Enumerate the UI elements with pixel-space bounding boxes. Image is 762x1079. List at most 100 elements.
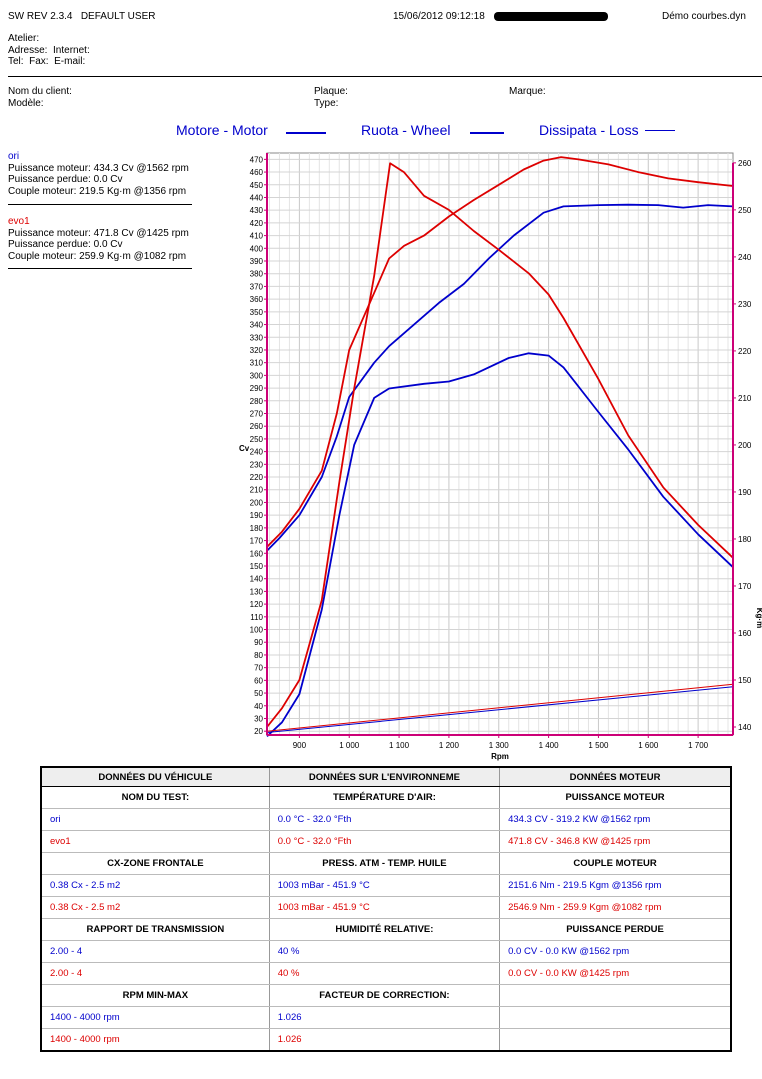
internet-label: Internet: <box>53 44 90 56</box>
legend-motor-line <box>286 132 326 134</box>
legend-motor: Motore - Motor <box>176 122 268 138</box>
y2-tick-label: 150 <box>738 676 752 685</box>
table-cell: 434.3 CV - 319.2 KW @1562 rpm <box>499 808 731 831</box>
run-torque: Couple moteur: 219.5 Kg·m @1356 rpm <box>8 185 187 197</box>
table-header-cell: DONNÉES SUR L'ENVIRONNEME <box>269 767 501 787</box>
y-tick-label: 110 <box>250 613 263 622</box>
y-tick-label: 180 <box>250 524 264 533</box>
y-tick-label: 340 <box>250 321 264 330</box>
series-ori-power <box>266 203 734 552</box>
table-row: 0.38 Cx - 2.5 m2 1003 mBar - 451.9 °C 2546… <box>41 896 731 919</box>
y-tick-label: 430 <box>250 206 264 215</box>
table-cell: 2546.9 Nm - 259.9 Kgm @1082 rpm <box>499 896 731 919</box>
plot-area <box>266 152 734 736</box>
file-name: Démo courbes.dyn <box>662 11 746 22</box>
table-row: 2.00 - 4 40 % 0.0 CV - 0.0 KW @1562 rpm <box>41 940 731 963</box>
table-header-cell: DONNÉES DU VÉHICULE <box>41 767 270 787</box>
y-tick-label: 150 <box>250 562 264 571</box>
y-tick-label: 250 <box>250 435 264 444</box>
y2-tick-label: 170 <box>738 582 752 591</box>
series-ori-loss <box>266 686 734 733</box>
workshop-info: Atelier: Adresse: Internet: Tel: Fax: E-… <box>8 33 90 68</box>
y-tick-label: 230 <box>250 460 264 469</box>
run-divider <box>8 268 192 269</box>
table-cell: 1.026 <box>269 1006 501 1029</box>
table-cell: 1.026 <box>269 1028 501 1052</box>
table-section-title: TEMPÉRATURE D'AIR: <box>269 786 501 809</box>
table-cell: 0.0 °C - 32.0 °Fth <box>269 830 501 853</box>
y-tick-label: 300 <box>250 371 264 380</box>
x-tick-label: 1 200 <box>439 741 460 750</box>
run-name: evo1 <box>8 216 30 227</box>
y-tick-label: 210 <box>250 486 264 495</box>
run-lost-power: Puissance perdue: 0.0 Cv <box>8 239 123 250</box>
y-tick-label: 30 <box>254 714 263 723</box>
client-info: Nom du client: Modèle: <box>8 86 72 109</box>
fax-label: Fax: <box>29 56 49 67</box>
table-header-cell: DONNÉES MOTEUR <box>499 767 731 787</box>
y-tick-label: 380 <box>250 270 264 279</box>
y-tick-label: 200 <box>250 498 264 507</box>
run-summary-ori: ori Puissance moteur: 434.3 Cv @1562 rpm… <box>8 151 189 197</box>
series-evo1-torque <box>266 162 734 728</box>
y-tick-label: 270 <box>250 410 264 419</box>
y-tick-label: 410 <box>250 232 264 241</box>
y-tick-label: 140 <box>250 575 264 584</box>
table-row: 0.38 Cx - 2.5 m2 1003 mBar - 451.9 °C 2151… <box>41 874 731 897</box>
run-torque: Couple moteur: 259.9 Kg·m @1082 rpm <box>8 250 187 262</box>
table-section-title <box>499 984 731 1007</box>
x-axis-label: Rpm <box>491 752 509 761</box>
y-tick-label: 50 <box>254 689 263 698</box>
table-section-title: HUMIDITÉ RELATIVE: <box>269 918 501 941</box>
y2-tick-label: 200 <box>738 441 752 450</box>
client-name-label: Nom du client: <box>8 86 72 97</box>
table-cell: 471.8 CV - 346.8 KW @1425 rpm <box>499 830 731 853</box>
table-cell: 2.00 - 4 <box>41 962 270 985</box>
y2-tick-label: 230 <box>738 300 752 309</box>
table-cell: 1003 mBar - 451.9 °C <box>269 874 501 897</box>
x-tick-label: 1 300 <box>489 741 510 750</box>
table-row: evo1 0.0 °C - 32.0 °Fth 471.8 CV - 346.8 K… <box>41 830 731 853</box>
y-tick-label: 320 <box>250 346 264 355</box>
data-table: DONNÉES DU VÉHICULE DONNÉES SUR L'ENVIRON… <box>40 766 732 1052</box>
y-tick-label: 80 <box>254 651 263 660</box>
table-row: 1400 - 4000 rpm 1.026 <box>41 1006 731 1029</box>
x-tick-label: 1 500 <box>588 741 609 750</box>
y-tick-label: 370 <box>250 282 264 291</box>
table-section-title: RPM MIN-MAX <box>41 984 270 1007</box>
x-tick-label: 1 400 <box>539 741 560 750</box>
legend-loss: Dissipata - Loss <box>539 122 639 138</box>
y-tick-label: 460 <box>250 168 264 177</box>
y-axis-label: Cv <box>239 444 250 453</box>
redacted-bar <box>494 12 608 21</box>
y2-tick-label: 190 <box>738 488 752 497</box>
brand-label: Marque: <box>509 86 546 97</box>
table-cell: 1400 - 4000 rpm <box>41 1028 270 1052</box>
table-cell: 0.0 CV - 0.0 KW @1562 rpm <box>499 940 731 963</box>
table-cell: 0.0 °C - 32.0 °Fth <box>269 808 501 831</box>
table-row: ori 0.0 °C - 32.0 °Fth 434.3 CV - 319.2 KW… <box>41 808 731 831</box>
table-cell <box>499 1006 731 1029</box>
y-tick-label: 420 <box>250 219 264 228</box>
legend-wheel-line <box>470 132 504 134</box>
series-evo1-power <box>266 156 734 548</box>
table-cell: 2151.6 Nm - 219.5 Kgm @1356 rpm <box>499 874 731 897</box>
y-tick-label: 330 <box>250 333 264 342</box>
y-tick-label: 350 <box>250 308 264 317</box>
y-tick-label: 310 <box>250 359 264 368</box>
y2-tick-label: 210 <box>738 394 752 403</box>
y-tick-label: 280 <box>250 397 264 406</box>
y2-tick-label: 160 <box>738 629 752 638</box>
table-cell: 1400 - 4000 rpm <box>41 1006 270 1029</box>
table-cell: evo1 <box>41 830 270 853</box>
table-row: 1400 - 4000 rpm 1.026 <box>41 1028 731 1052</box>
y2-tick-label: 140 <box>738 723 752 732</box>
run-name: ori <box>8 151 20 162</box>
y-tick-label: 160 <box>250 549 264 558</box>
y-tick-label: 290 <box>250 384 264 393</box>
email-label: E-mail: <box>54 56 86 67</box>
x-tick-label: 1 700 <box>688 741 709 750</box>
table-section-row: NOM DU TEST: TEMPÉRATURE D'AIR: PUISSANCE … <box>41 786 731 809</box>
type-label: Type: <box>314 97 339 109</box>
table-cell: 1003 mBar - 451.9 °C <box>269 896 501 919</box>
